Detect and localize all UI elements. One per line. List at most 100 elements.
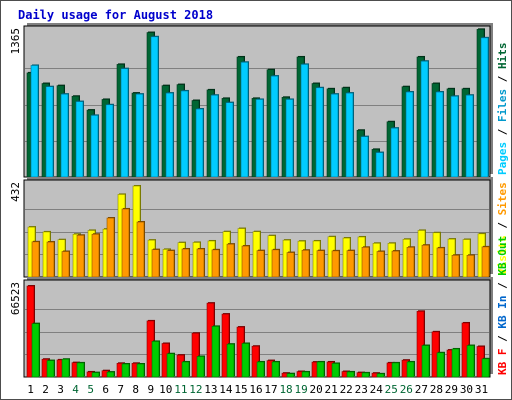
kb-panel-kb-f-bar: [416, 311, 425, 378]
kb-panel-kb-out-bar: [181, 361, 190, 378]
day-label-3: 3: [57, 383, 64, 396]
visits-panel-sites-bar: [406, 246, 415, 278]
hits-panel-files-bar: [360, 136, 369, 178]
day-label-12: 12: [189, 383, 202, 396]
kb-panel-kb-out-bar: [76, 362, 85, 378]
hits-panel-files-bar: [270, 75, 279, 178]
day-label-9: 9: [147, 383, 154, 396]
day-label-23: 23: [355, 383, 368, 396]
day-label-6: 6: [102, 383, 109, 396]
hits-panel-legend: Pages / Files / Hits: [496, 43, 509, 176]
kb-panel-kb-out-bar: [346, 371, 355, 378]
visits-panel-sites-bar: [196, 248, 205, 278]
kb-panel-kb-out-bar: [91, 372, 100, 378]
hits-panel-files-bar: [150, 36, 159, 178]
day-label-1: 1: [27, 383, 34, 396]
kb-panel-max-label: 66523: [9, 282, 22, 315]
hits-panel-max-label: 1365: [9, 28, 22, 55]
kb-panel-kb-out-bar: [436, 352, 445, 378]
hits-panel-files-bar: [420, 60, 429, 178]
visits-panel-max-label: 432: [9, 182, 22, 202]
visits-panel-sites-bar: [256, 250, 265, 278]
day-label-15: 15: [234, 383, 247, 396]
visits-panel-sites-bar: [181, 248, 190, 278]
kb-panel-kb-out-bar: [121, 363, 130, 378]
visits-panel-sites-bar: [166, 250, 175, 278]
day-label-11: 11: [174, 383, 187, 396]
day-label-16: 16: [249, 383, 262, 396]
visits-panel-sites-bar: [421, 244, 430, 278]
hits-panel-files-bar: [210, 94, 219, 178]
visits-panel-sites-bar: [91, 233, 100, 278]
kb-panel-kb-out-bar: [106, 371, 115, 378]
hits-panel-files-bar: [135, 93, 144, 178]
hits-panel-files-bar: [405, 91, 414, 178]
visits-panel-legend: Visits / Sites: [496, 182, 509, 275]
day-label-22: 22: [340, 383, 353, 396]
kb-panel-kb-out-bar: [316, 361, 325, 378]
kb-panel-kb-out-bar: [241, 343, 250, 378]
hits-panel-legend-part-0: Pages: [496, 142, 509, 175]
day-label-10: 10: [159, 383, 172, 396]
day-label-7: 7: [117, 383, 124, 396]
visits-panel-sites-bar: [106, 217, 115, 278]
day-label-2: 2: [42, 383, 49, 396]
hits-panel-files-bar: [315, 87, 324, 178]
hits-panel-files-bar: [45, 86, 54, 178]
kb-panel-kb-out-bar: [211, 326, 220, 378]
hits-panel-files-bar: [90, 115, 99, 178]
kb-panel-kb-out-bar: [151, 341, 160, 378]
visits-panel-sites-bar: [226, 243, 235, 278]
visits-panel-legend-part-2: Sites: [496, 182, 509, 215]
chart-title: Daily usage for August 2018: [18, 8, 213, 22]
hits-panel-legend-part-2: Files: [496, 89, 509, 122]
hits-panel-files-bar: [285, 99, 294, 178]
visits-panel-sites-bar: [301, 249, 310, 278]
visits-panel-sites-bar: [271, 249, 280, 278]
visits-panel-sites-bar: [76, 234, 85, 278]
hits-panel-files-bar: [435, 91, 444, 178]
day-label-20: 20: [310, 383, 323, 396]
kb-panel-kb-out-bar: [331, 363, 340, 378]
day-label-28: 28: [430, 383, 443, 396]
hits-panel-files-bar: [195, 108, 204, 178]
kb-panel-kb-out-bar: [226, 343, 235, 378]
day-label-5: 5: [87, 383, 94, 396]
hits-panel-files-bar: [345, 92, 354, 178]
visits-panel-sites-bar: [286, 252, 295, 278]
day-label-17: 17: [264, 383, 277, 396]
kb-panel-kb-out-bar: [406, 361, 415, 378]
visits-panel-sites-bar: [241, 245, 250, 278]
hits-panel-files-bar: [30, 65, 39, 178]
hits-panel-files-bar: [60, 93, 69, 178]
kb-panel-legend-part-2: KB In: [496, 296, 509, 329]
visits-panel-sites-bar: [31, 241, 40, 278]
visits-panel-sites-bar: [61, 251, 70, 278]
day-label-24: 24: [370, 383, 384, 396]
kb-panel-kb-out-bar: [46, 360, 55, 378]
visits-panel-legend-part-0: Visits: [496, 235, 509, 275]
day-label-27: 27: [415, 383, 428, 396]
hits-panel-files-bar: [300, 64, 309, 178]
hits-panel-files-bar: [225, 102, 234, 178]
hits-panel-files-bar: [75, 101, 84, 178]
visits-panel-legend-part-1: /: [496, 215, 509, 235]
kb-panel-kb-out-bar: [196, 356, 205, 378]
kb-panel-kb-f-bar: [191, 332, 200, 378]
day-label-26: 26: [400, 383, 413, 396]
kb-panel-legend-part-3: /: [496, 276, 509, 296]
hits-panel-files-bar: [180, 90, 189, 178]
visits-panel-sites-bar: [391, 250, 400, 278]
hits-panel-files-bar: [450, 95, 459, 178]
visits-panel-sites-bar: [361, 246, 370, 278]
hits-panel-files-bar: [240, 61, 249, 178]
day-label-18: 18: [279, 383, 292, 396]
kb-panel-legend-part-1: /: [496, 329, 509, 349]
visits-panel-sites-bar: [436, 247, 445, 278]
kb-panel-kb-out-bar: [451, 348, 460, 378]
kb-panel-kb-out-bar: [286, 373, 295, 378]
kb-panel-kb-out-bar: [136, 363, 145, 378]
visits-panel-sites-bar: [211, 249, 220, 278]
